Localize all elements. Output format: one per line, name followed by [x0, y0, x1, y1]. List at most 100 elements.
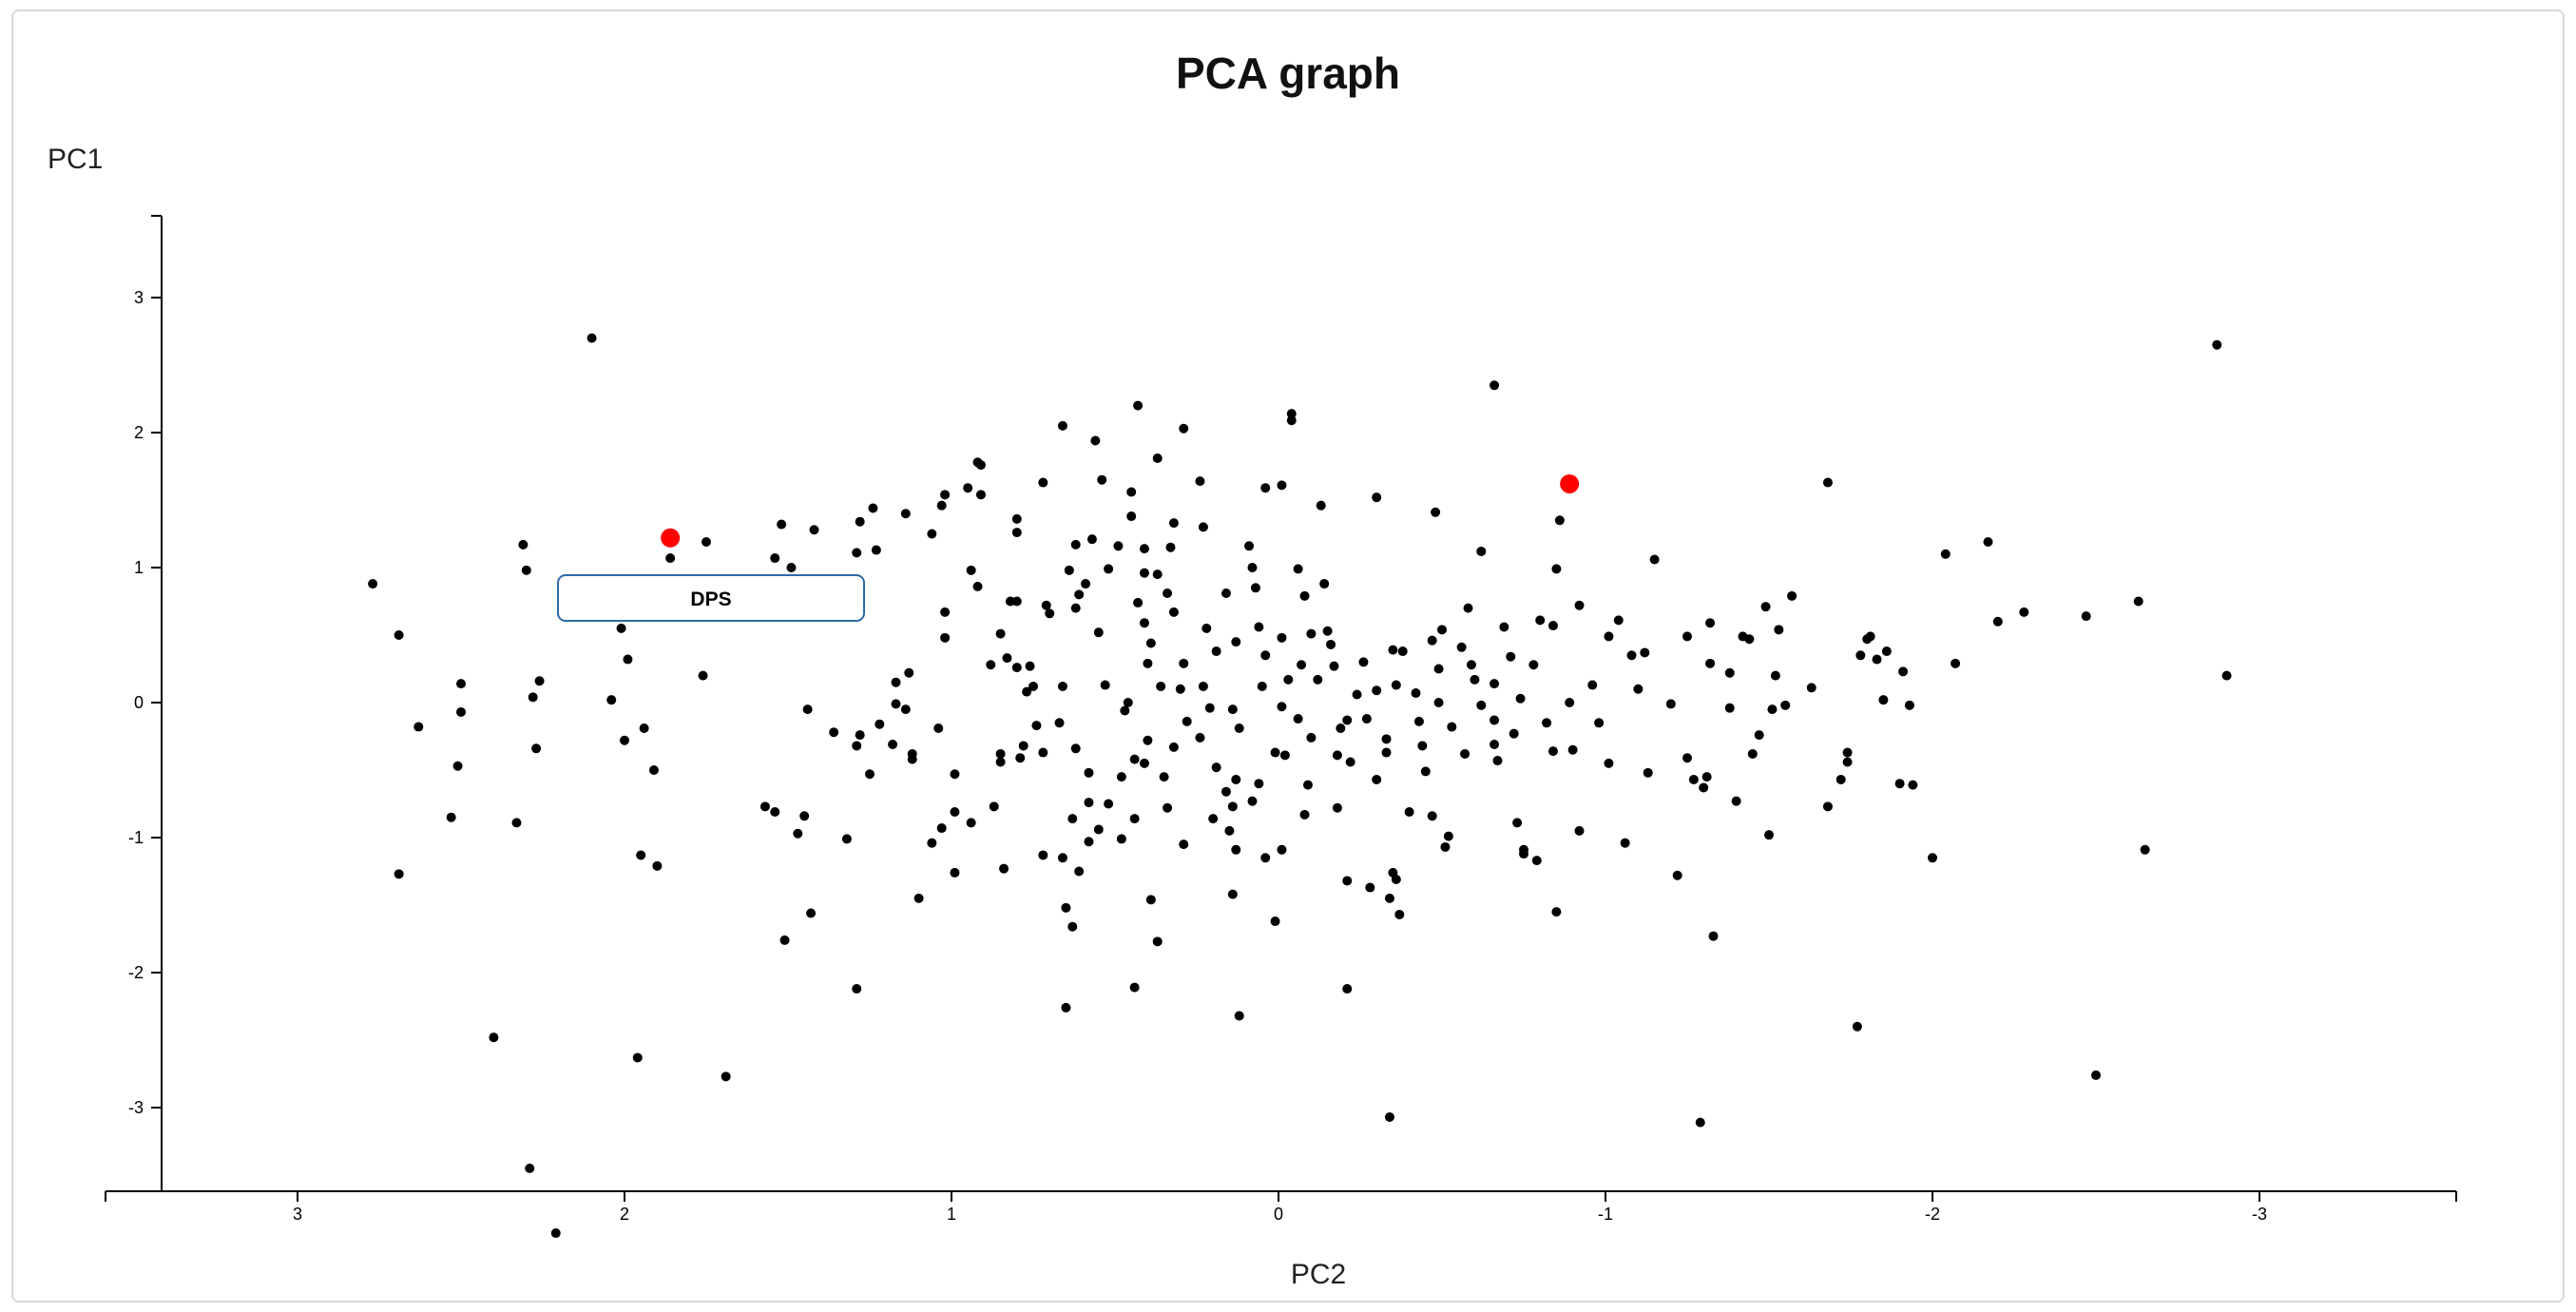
data-point[interactable] [1822, 477, 1833, 488]
data-point[interactable] [1031, 721, 1042, 731]
data-point[interactable] [986, 660, 996, 670]
data-point[interactable] [1126, 487, 1137, 497]
data-point[interactable] [1277, 632, 1287, 643]
data-point[interactable] [806, 908, 817, 918]
data-point[interactable] [394, 630, 404, 640]
data-point[interactable] [1594, 718, 1605, 728]
data-point[interactable] [1015, 753, 1026, 763]
data-point[interactable] [1433, 698, 1444, 707]
data-point[interactable] [1699, 782, 1709, 793]
data-point[interactable] [1028, 681, 1038, 691]
data-point[interactable] [1247, 796, 1258, 806]
data-point[interactable] [1490, 380, 1500, 391]
data-point[interactable] [1074, 589, 1085, 600]
data-point[interactable] [1139, 758, 1149, 768]
data-point[interactable] [1011, 528, 1022, 538]
data-point[interactable] [534, 676, 545, 686]
data-point[interactable] [639, 723, 649, 733]
data-point[interactable] [1074, 866, 1085, 877]
data-point[interactable] [995, 628, 1006, 639]
data-point[interactable] [1165, 542, 1176, 552]
data-point[interactable] [936, 823, 947, 834]
data-point[interactable] [770, 807, 780, 818]
data-point[interactable] [1836, 774, 1846, 784]
data-point[interactable] [1038, 747, 1048, 758]
data-point[interactable] [1531, 856, 1542, 866]
data-point[interactable] [907, 754, 917, 764]
data-point[interactable] [1724, 667, 1735, 678]
data-point[interactable] [1551, 907, 1562, 917]
data-point[interactable] [1381, 747, 1392, 758]
data-point[interactable] [1163, 802, 1173, 813]
data-point[interactable] [1277, 702, 1287, 712]
data-point[interactable] [1490, 715, 1500, 725]
data-point[interactable] [1774, 625, 1784, 635]
data-point[interactable] [1724, 703, 1735, 713]
data-point[interactable] [855, 516, 865, 527]
data-point[interactable] [1227, 704, 1238, 715]
data-point[interactable] [616, 623, 626, 633]
data-point[interactable] [1754, 730, 1764, 741]
data-point[interactable] [1361, 714, 1372, 724]
data-point[interactable] [1865, 631, 1875, 642]
data-point[interactable] [1038, 850, 1048, 860]
data-point[interactable] [1770, 670, 1780, 681]
data-point[interactable] [786, 563, 797, 572]
data-point[interactable] [1384, 1111, 1394, 1122]
data-point[interactable] [1152, 569, 1163, 580]
data-point[interactable] [1081, 579, 1091, 589]
data-point[interactable] [1604, 631, 1614, 642]
data-point[interactable] [1413, 716, 1424, 726]
data-point[interactable] [1842, 747, 1853, 758]
data-point[interactable] [1168, 742, 1179, 752]
data-point[interactable] [1254, 779, 1264, 789]
data-point[interactable] [1293, 714, 1303, 724]
data-point[interactable] [1898, 666, 1909, 677]
data-point[interactable] [1022, 686, 1032, 697]
data-point[interactable] [2133, 596, 2143, 607]
data-point[interactable] [1852, 1021, 1862, 1032]
data-point[interactable] [1672, 870, 1682, 880]
data-point[interactable] [1195, 476, 1205, 487]
data-point[interactable] [975, 490, 986, 500]
data-point[interactable] [1404, 807, 1414, 818]
data-point[interactable] [606, 695, 617, 705]
data-point[interactable] [1427, 635, 1437, 646]
data-point[interactable] [1113, 541, 1124, 551]
data-point[interactable] [966, 565, 976, 575]
data-point[interactable] [940, 632, 951, 643]
data-point[interactable] [1306, 628, 1317, 639]
data-point[interactable] [1587, 680, 1598, 690]
data-point[interactable] [1747, 748, 1758, 759]
data-point[interactable] [1342, 715, 1353, 725]
data-point[interactable] [1567, 744, 1578, 755]
data-point[interactable] [1257, 681, 1267, 691]
data-point[interactable] [1358, 657, 1369, 667]
data-point[interactable] [1908, 780, 1918, 790]
data-point[interactable] [1433, 664, 1444, 674]
data-point[interactable] [1940, 549, 1951, 559]
data-point[interactable] [1247, 563, 1258, 572]
data-point[interactable] [1604, 758, 1614, 768]
data-point[interactable] [852, 984, 862, 994]
data-point[interactable] [1760, 602, 1771, 612]
data-point[interactable] [446, 812, 456, 822]
data-point[interactable] [1476, 700, 1487, 710]
data-point[interactable] [1397, 646, 1408, 657]
data-point[interactable] [936, 500, 947, 511]
data-point[interactable] [1086, 534, 1097, 545]
data-point[interactable] [950, 807, 960, 818]
data-point[interactable] [927, 529, 937, 539]
data-point[interactable] [1227, 801, 1238, 812]
data-point[interactable] [891, 699, 901, 709]
data-point[interactable] [1159, 772, 1169, 782]
data-point[interactable] [1447, 722, 1457, 732]
data-point[interactable] [1767, 704, 1778, 715]
data-point[interactable] [793, 828, 803, 839]
data-point[interactable] [698, 670, 708, 681]
data-point[interactable] [1100, 680, 1110, 690]
data-point[interactable] [868, 503, 878, 513]
data-point[interactable] [1574, 600, 1585, 610]
data-point[interactable] [1490, 679, 1500, 689]
data-point[interactable] [972, 581, 983, 591]
